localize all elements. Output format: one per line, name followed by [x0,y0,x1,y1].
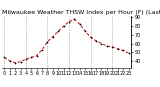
Text: Milwaukee Weather THSW Index per Hour (F) (Last 24 Hours): Milwaukee Weather THSW Index per Hour (F… [2,10,160,15]
